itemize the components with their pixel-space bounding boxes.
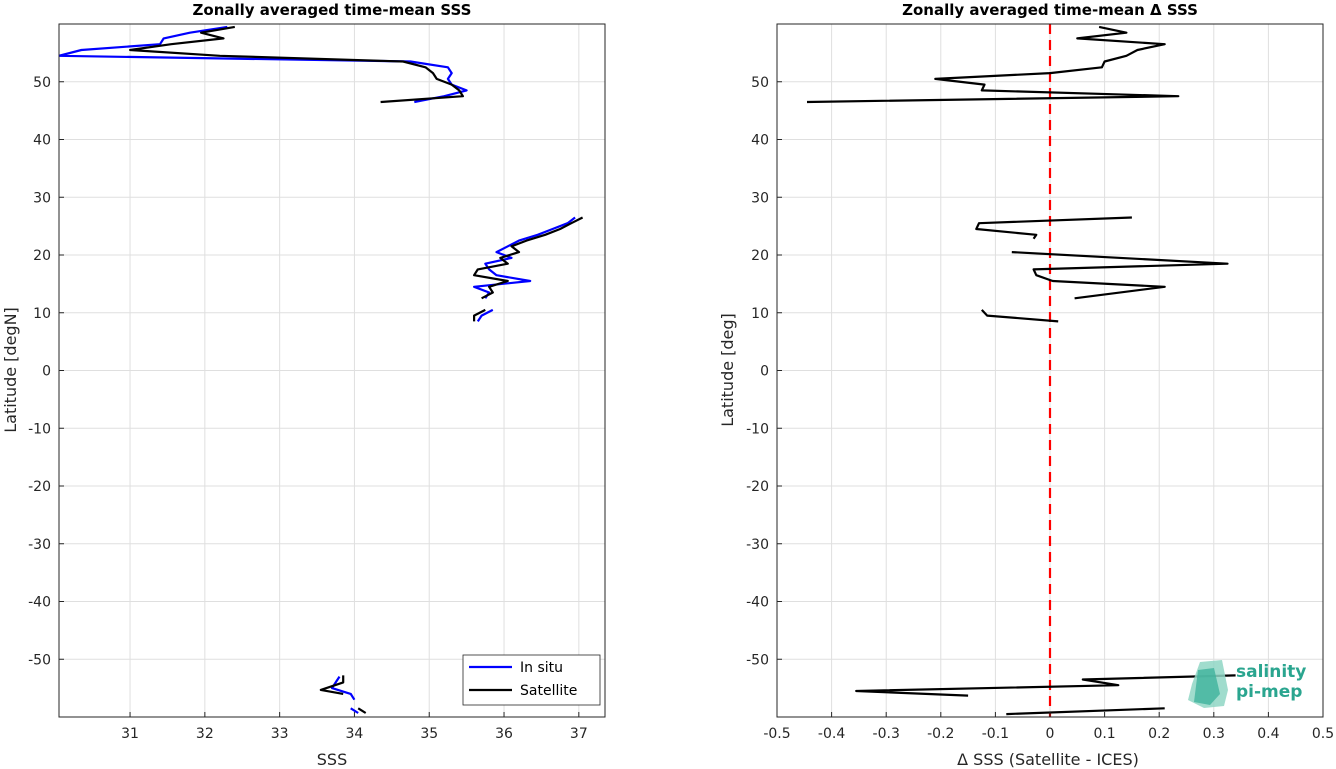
satellite-series-line (319, 675, 345, 695)
salinity-pi-mep-logo: salinity pi-mep (1188, 660, 1306, 708)
legend-in-situ-label: In situ (520, 660, 563, 676)
delta-series-line (855, 674, 1236, 697)
delta-sss-x-tick-label: 0.2 (1148, 726, 1170, 742)
sss-grid (59, 24, 605, 717)
delta-sss-x-tick-label: 0.3 (1203, 726, 1225, 742)
delta-sss-x-tick-label: -0.1 (982, 726, 1009, 742)
delta-series-line (981, 309, 1059, 323)
delta-sss-x-tick-label: 0 (1046, 726, 1055, 742)
sss-y-label: Latitude [degN] (1, 307, 20, 433)
delta-sss-y-tick-label: 30 (751, 190, 769, 206)
delta-sss-y-tick-label: 0 (760, 364, 769, 380)
delta-sss-y-tick-label: -10 (746, 421, 769, 437)
sss-y-tick-label: 20 (33, 248, 51, 264)
delta-sss-x-label: Δ SSS (Satellite - ICES) (957, 750, 1139, 769)
sss-x-tick-label: 34 (346, 726, 364, 742)
delta-sss-x-tick-label: -0.3 (873, 726, 900, 742)
sss-legend-box (462, 654, 601, 706)
logo-wave-icon-front (1194, 668, 1220, 705)
delta-sss-y-tick-label: -40 (746, 595, 769, 611)
in-situ-series-line (330, 675, 356, 701)
delta-sss-title: Zonally averaged time-mean Δ SSS (902, 1, 1198, 19)
sss-y-tick-label: 50 (33, 75, 51, 91)
logo-line-1: salinity (1236, 662, 1306, 682)
delta-sss-ticks: -0.5 -0.4 -0.3 -0.2 -0.1 0 0.1 0.2 0.3 0.4 0.5 -50 -… (746, 75, 1334, 742)
sss-y-tick-label: 10 (33, 306, 51, 322)
delta-series-line (1011, 251, 1229, 300)
sss-x-tick-label: 32 (196, 726, 214, 742)
delta-sss-y-tick-label: 40 (751, 133, 769, 149)
sss-title: Zonally averaged time-mean SSS (193, 1, 472, 19)
delta-sss-y-tick-label: -30 (746, 537, 769, 553)
sss-legend: In situ Satellite (462, 654, 601, 706)
sss-ticks: 31 32 33 34 35 36 37 -50 -40 -30 -20 -10 0 10 20 30 40 50 (28, 75, 588, 742)
sss-x-label: SSS (317, 750, 347, 769)
delta-sss-panel: -0.5 -0.4 -0.3 -0.2 -0.1 0 0.1 0.2 0.3 0.4 0.5 -50 -… (718, 1, 1334, 769)
in-situ-series-line (350, 707, 359, 714)
delta-sss-x-tick-label: -0.4 (818, 726, 845, 742)
delta-sss-x-tick-label: 0.1 (1093, 726, 1115, 742)
delta-sss-x-tick-label: -0.2 (927, 726, 954, 742)
delta-sss-y-tick-label: 50 (751, 75, 769, 91)
delta-series-line (1006, 707, 1165, 716)
sss-x-tick-label: 31 (121, 726, 139, 742)
delta-sss-y-label: Latitude [deg] (718, 313, 737, 427)
sss-x-tick-label: 35 (420, 726, 438, 742)
sss-lines (59, 25, 584, 714)
delta-sss-x-tick-label: 0.5 (1312, 726, 1334, 742)
sss-y-tick-label: -10 (28, 421, 51, 437)
satellite-series-line (129, 25, 464, 104)
satellite-series-line (473, 216, 584, 300)
sss-y-tick-label: -20 (28, 479, 51, 495)
logo-line-2: pi-mep (1236, 682, 1302, 702)
delta-sss-y-tick-label: -20 (746, 479, 769, 495)
delta-sss-lines (806, 25, 1236, 716)
delta-series-line (806, 25, 1180, 104)
delta-sss-y-tick-label: 20 (751, 248, 769, 264)
sss-x-tick-label: 33 (271, 726, 289, 742)
satellite-series-line (357, 707, 367, 714)
sss-y-tick-label: -40 (28, 595, 51, 611)
delta-sss-x-tick-label: -0.5 (763, 726, 790, 742)
sss-panel: 31 32 33 34 35 36 37 -50 -40 -30 -20 -10 0 10 20 30 40 50… (1, 1, 606, 769)
sss-y-tick-label: -50 (28, 652, 51, 668)
delta-sss-y-tick-label: 10 (751, 306, 769, 322)
legend-satellite-label: Satellite (520, 683, 577, 699)
delta-sss-y-tick-label: -50 (746, 652, 769, 668)
sss-x-tick-label: 36 (495, 726, 513, 742)
sss-x-tick-label: 37 (570, 726, 588, 742)
delta-series-line (975, 216, 1132, 240)
sss-y-tick-label: 30 (33, 190, 51, 206)
satellite-series-line (473, 308, 486, 322)
delta-sss-x-tick-label: 0.4 (1257, 726, 1279, 742)
sss-y-tick-label: -30 (28, 537, 51, 553)
in-situ-series-line (476, 308, 494, 323)
sss-y-tick-label: 0 (42, 364, 51, 380)
sss-y-tick-label: 40 (33, 133, 51, 149)
in-situ-series-line (59, 25, 468, 104)
